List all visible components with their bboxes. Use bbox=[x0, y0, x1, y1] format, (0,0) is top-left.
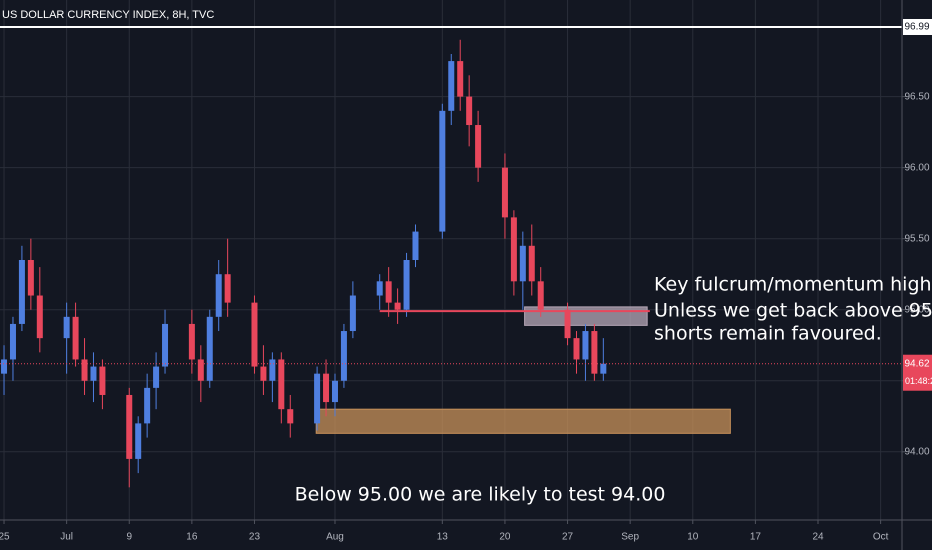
plot bbox=[0, 25, 902, 488]
candle-body bbox=[323, 373, 330, 403]
candle-body bbox=[376, 281, 383, 296]
candle-body bbox=[412, 231, 419, 260]
annotation: shorts remain favoured. bbox=[654, 323, 882, 345]
y-tick-label: 94.00 bbox=[904, 446, 929, 457]
candle-body bbox=[188, 323, 195, 360]
candle-body bbox=[260, 366, 267, 381]
candle-body bbox=[349, 295, 356, 332]
chart-title: US DOLLAR CURRENCY INDEX, 8H, TVC bbox=[2, 9, 214, 21]
x-tick-label: 25 bbox=[0, 532, 10, 543]
x-tick-label: 16 bbox=[186, 532, 198, 543]
x-tick-label: Jul bbox=[60, 532, 73, 543]
candle-body bbox=[206, 316, 213, 381]
candle-body bbox=[36, 295, 43, 339]
zone bbox=[315, 408, 731, 434]
candle-body bbox=[81, 359, 88, 381]
y-tick-label: 95.00 bbox=[904, 304, 929, 315]
candle-body bbox=[1, 359, 8, 374]
candle-body bbox=[287, 409, 294, 424]
candle-body bbox=[72, 316, 79, 360]
countdown-label: 01:48:2 bbox=[905, 376, 932, 386]
x-tick-label: 13 bbox=[437, 532, 449, 543]
y-tick-label: 95.50 bbox=[904, 233, 929, 244]
candle-body bbox=[135, 423, 142, 459]
candle-body bbox=[153, 366, 160, 388]
candle-body bbox=[269, 359, 276, 381]
candle-body bbox=[537, 281, 544, 310]
candle-body bbox=[519, 245, 526, 282]
annotation: Key fulcrum/momentum high. bbox=[654, 274, 932, 296]
candle-body bbox=[251, 302, 258, 367]
x-tick-label: 27 bbox=[562, 532, 574, 543]
x-tick-label: 9 bbox=[126, 532, 132, 543]
annotation: Below 95.00 we are likely to test 94.00 bbox=[295, 484, 666, 506]
candle-body bbox=[9, 323, 16, 360]
price-label: 94.62 bbox=[904, 358, 929, 369]
x-tick-label: 17 bbox=[750, 532, 762, 543]
candle-body bbox=[162, 323, 169, 367]
candle-body bbox=[528, 245, 535, 282]
candle-body bbox=[385, 281, 392, 303]
grid bbox=[0, 0, 902, 520]
y-tick-label: 96.00 bbox=[904, 162, 929, 173]
candle-body bbox=[564, 309, 571, 339]
candle-body bbox=[439, 110, 446, 232]
candle-body bbox=[501, 167, 508, 218]
candle-body bbox=[600, 363, 607, 374]
candle-body bbox=[314, 373, 321, 424]
candle-body bbox=[126, 394, 133, 459]
x-tick-label: Oct bbox=[873, 532, 889, 543]
candle-body bbox=[278, 359, 285, 410]
candle-body bbox=[331, 380, 338, 403]
candle-body bbox=[394, 302, 401, 310]
candle-body bbox=[215, 274, 222, 317]
candle-body bbox=[18, 260, 25, 324]
x-tick-label: 23 bbox=[249, 532, 261, 543]
axes: 94.0094.5095.0095.5096.0096.5025Jul91623… bbox=[0, 18, 932, 543]
candle-body bbox=[466, 96, 473, 126]
candle-body bbox=[582, 331, 589, 360]
price-label-box bbox=[903, 354, 932, 391]
candle-body bbox=[99, 366, 106, 395]
candle-body bbox=[475, 125, 482, 168]
x-tick-label: Aug bbox=[326, 532, 344, 543]
candle-body bbox=[144, 387, 151, 424]
x-tick-label: Sep bbox=[621, 532, 639, 543]
price-label: 96.99 bbox=[904, 22, 929, 33]
y-tick-label: 96.50 bbox=[904, 91, 929, 102]
candle-body bbox=[457, 61, 464, 97]
candle-body bbox=[27, 260, 34, 296]
candle-body bbox=[573, 338, 580, 360]
x-tick-label: 24 bbox=[812, 532, 824, 543]
x-tick-label: 20 bbox=[499, 532, 511, 543]
candle-body bbox=[591, 331, 598, 374]
candle-body bbox=[224, 274, 231, 303]
candle-body bbox=[340, 331, 347, 381]
candle-body bbox=[448, 61, 455, 111]
price-label-box bbox=[903, 18, 932, 35]
candle-body bbox=[403, 260, 410, 310]
candle-body bbox=[510, 217, 517, 282]
x-tick-label: 10 bbox=[687, 532, 699, 543]
annotation: Unless we get back above 95.00, bbox=[654, 300, 932, 322]
candle-body bbox=[197, 359, 204, 381]
candle-body bbox=[63, 316, 70, 339]
candle-body bbox=[90, 366, 97, 381]
